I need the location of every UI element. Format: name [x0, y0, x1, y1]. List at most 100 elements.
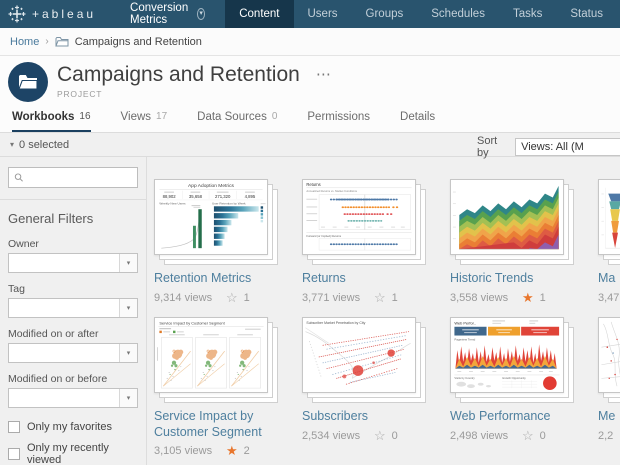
favorite-star-icon[interactable]: ★ — [522, 289, 534, 305]
favorites-checkbox[interactable] — [8, 421, 20, 433]
favorite-count: 1 — [243, 291, 250, 304]
workbook-card: Me 2,2 — [598, 317, 620, 455]
project-avatar — [8, 62, 48, 102]
workbook-view-count: 3,771 views — [302, 291, 361, 304]
workbook-thumbnail[interactable] — [450, 179, 574, 265]
workbook-thumbnail[interactable]: Returns Annualized Returns vs. Market Co… — [302, 179, 426, 265]
workbook-grid-area: App Adoption Metrics 88,902 35,658 271,3… — [147, 157, 620, 465]
owner-caret-icon[interactable]: ▾ — [119, 254, 137, 272]
tab-views[interactable]: Views 17 — [120, 110, 168, 123]
sidebar-divider — [0, 199, 146, 200]
breadcrumb: Home › Campaigns and Retention — [0, 28, 620, 56]
filter-only-favorites[interactable]: Only my favorites — [8, 421, 138, 433]
favorite-count: 0 — [539, 429, 546, 442]
svg-text:4,895: 4,895 — [245, 194, 256, 199]
owner-filter-label: Owner — [8, 238, 39, 250]
tab-details[interactable]: Details — [400, 110, 436, 123]
workbook-name-link[interactable]: Retention Metrics — [154, 271, 252, 285]
favorite-count: 0 — [391, 429, 398, 442]
workbook-name-link[interactable]: Subscribers — [302, 409, 368, 423]
nav-item-users[interactable]: Users — [307, 8, 338, 20]
svg-text:Weekly New Users: Weekly New Users — [159, 201, 186, 205]
favorite-star-icon[interactable]: ☆ — [374, 427, 386, 443]
workbook-name-link[interactable]: Returns — [302, 271, 346, 285]
top-nav: +ableau Conversion Metrics ▾ Content Use… — [0, 0, 620, 28]
modified-after-combobox[interactable]: ▾ — [8, 343, 138, 363]
workbook-name-link[interactable]: Historic Trends — [450, 271, 534, 285]
nav-item-schedules[interactable]: Schedules — [431, 8, 485, 20]
svg-text:User Retention by Week: User Retention by Week — [212, 201, 246, 205]
filter-sidebar: General Filters Owner ▾ Tag ▾ Modified o… — [0, 157, 147, 465]
tab-permissions[interactable]: Permissions — [307, 110, 371, 123]
sort-select[interactable]: Views: All (M — [515, 138, 620, 156]
favorite-star-icon[interactable]: ☆ — [374, 289, 386, 305]
tableau-wordmark: +ableau — [32, 7, 97, 21]
modified-after-label: Modified on or after — [8, 328, 99, 340]
page-title: Campaigns and Retention — [57, 63, 300, 86]
favorite-star-icon[interactable]: ☆ — [522, 427, 534, 443]
workbook-name-link[interactable]: Ma — [598, 271, 616, 285]
workbook-name-link[interactable]: Service Impact by Customer Segment — [154, 409, 262, 439]
workbook-thumbnail[interactable]: Service Impact by Customer Segment — [154, 317, 278, 403]
filter-recently-viewed[interactable]: Only my recently viewed — [8, 442, 138, 465]
workbook-thumbnail[interactable]: Web Perfor.. Pageview Trend — [450, 317, 574, 403]
project-folder-icon — [18, 75, 38, 90]
svg-text:35,658: 35,658 — [189, 194, 203, 199]
modified-before-combobox[interactable]: ▾ — [8, 388, 138, 408]
tableau-mark-icon — [8, 5, 26, 23]
sidebar-search[interactable] — [8, 167, 138, 188]
nav-item-tasks[interactable]: Tasks — [512, 8, 543, 20]
svg-text:Subscriber Market Penetration: Subscriber Market Penetration by City — [306, 321, 365, 325]
svg-text:Service Impact by Customer Seg: Service Impact by Customer Segment — [159, 320, 225, 325]
nav-item-groups[interactable]: Groups — [365, 8, 404, 20]
workbook-thumbnail[interactable]: Subscriber Market Penetration by City — [302, 317, 426, 403]
workbook-view-count: 2,534 views — [302, 429, 361, 442]
sidebar-search-input[interactable] — [27, 171, 132, 184]
workbook-card: Web Perfor.. Pageview Trend — [450, 317, 598, 455]
sidebar-search-icon — [14, 173, 23, 182]
favorite-count: 2 — [243, 445, 250, 458]
workbook-name-link[interactable]: Me — [598, 409, 616, 423]
workbook-thumbnail[interactable] — [598, 179, 620, 265]
tag-caret-icon[interactable]: ▾ — [119, 299, 137, 317]
favorite-star-icon[interactable]: ★ — [226, 443, 238, 459]
workbook-card: Service Impact by Customer Segment Servi… — [154, 317, 302, 459]
modified-after-caret-icon[interactable]: ▾ — [119, 344, 137, 362]
nav-item-status[interactable]: Status — [570, 8, 603, 20]
site-selector[interactable]: Conversion Metrics ▾ — [130, 2, 206, 26]
recently-viewed-checkbox[interactable] — [8, 448, 20, 460]
breadcrumb-current: Campaigns and Retention — [74, 35, 202, 48]
svg-text:Forward (or Implied) Returns: Forward (or Implied) Returns — [306, 234, 341, 238]
workbook-view-count: 3,558 views — [450, 291, 509, 304]
workbook-card: App Adoption Metrics 88,902 35,658 271,3… — [154, 179, 302, 317]
modified-before-caret-icon[interactable]: ▾ — [119, 389, 137, 407]
modified-before-label: Modified on or before — [8, 373, 108, 385]
svg-text:88,902: 88,902 — [163, 194, 177, 199]
owner-filter-combobox[interactable]: ▾ — [8, 253, 138, 273]
favorite-star-icon[interactable]: ☆ — [226, 289, 238, 305]
tableau-logo[interactable]: +ableau — [8, 5, 96, 23]
tab-workbooks[interactable]: Workbooks 16 — [12, 103, 91, 132]
selection-toolbar: ▾ 0 selected Sort by Views: All (M — [0, 133, 620, 159]
tab-data-sources[interactable]: Data Sources 0 — [197, 110, 278, 123]
workbook-name-link[interactable]: Web Performance — [450, 409, 551, 423]
workbook-thumbnail[interactable]: App Adoption Metrics 88,902 35,658 271,3… — [154, 179, 278, 265]
svg-text:App Adoption Metrics: App Adoption Metrics — [188, 183, 234, 189]
svg-text:Web Perfor..: Web Perfor.. — [454, 320, 475, 325]
svg-text:271,320: 271,320 — [215, 194, 231, 199]
nav-item-content[interactable]: Content — [225, 0, 294, 28]
more-actions-icon[interactable]: ⋯ — [315, 66, 332, 83]
tag-filter-combobox[interactable]: ▾ — [8, 298, 138, 318]
workbook-card: Returns Annualized Returns vs. Market Co… — [302, 179, 450, 317]
tag-filter-label: Tag — [8, 283, 25, 295]
site-caret-icon: ▾ — [196, 8, 206, 20]
project-header: Campaigns and Retention ⋯ PROJECT — [0, 56, 620, 103]
svg-text:Growth Opportunity: Growth Opportunity — [502, 376, 526, 380]
selection-caret-icon[interactable]: ▾ — [10, 140, 15, 149]
svg-text:Returns: Returns — [306, 182, 320, 187]
workbook-card: Subscriber Market Penetration by City — [302, 317, 450, 455]
breadcrumb-home-link[interactable]: Home — [10, 35, 40, 48]
workbook-thumbnail[interactable] — [598, 317, 620, 403]
tab-bar: Workbooks 16 Views 17 Data Sources 0 Permis… — [0, 103, 620, 133]
favorite-count: 1 — [539, 291, 546, 304]
